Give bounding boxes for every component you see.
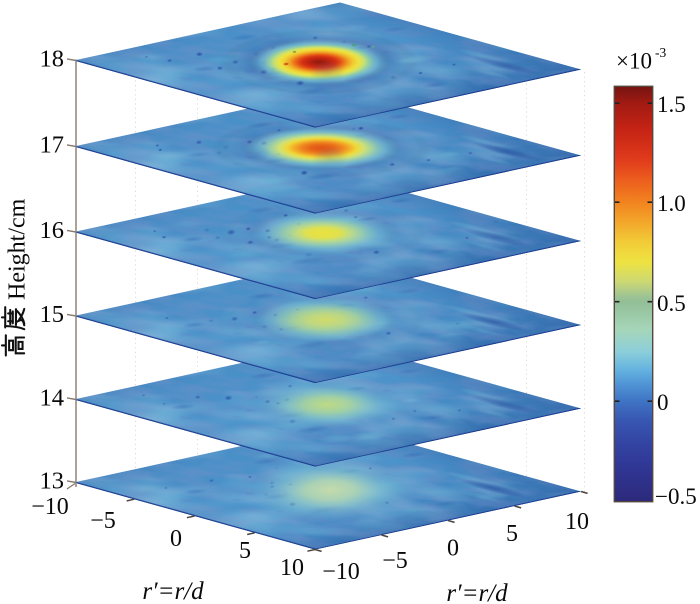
svg-text:0.5: 0.5 [657, 291, 686, 316]
svg-text:−5: −5 [382, 548, 408, 574]
svg-text:16: 16 [40, 217, 65, 244]
svg-text:14: 14 [40, 385, 65, 412]
svg-text:18: 18 [40, 46, 65, 73]
svg-text:-3: -3 [655, 45, 666, 60]
svg-text:Height/cm: Height/cm [5, 198, 31, 300]
svg-text:1.0: 1.0 [657, 191, 686, 216]
svg-text:0: 0 [657, 390, 669, 415]
svg-text:17: 17 [40, 132, 65, 159]
svg-text:15: 15 [40, 301, 65, 328]
svg-text:0: 0 [170, 526, 182, 552]
svg-text:5: 5 [506, 521, 518, 547]
svg-text:10: 10 [280, 555, 304, 581]
svg-text:−10: −10 [322, 559, 360, 585]
svg-text:−5: −5 [90, 508, 116, 534]
svg-text:−10: −10 [31, 494, 69, 520]
svg-text:r′=r/d: r′=r/d [446, 580, 508, 604]
svg-text:r′=r/d: r′=r/d [142, 578, 204, 604]
svg-text:10: 10 [565, 509, 589, 535]
svg-text:1.5: 1.5 [657, 92, 686, 117]
svg-text:13: 13 [40, 468, 65, 495]
svg-text:0: 0 [447, 536, 459, 562]
svg-text:5: 5 [239, 538, 251, 564]
svg-text:×10: ×10 [616, 49, 652, 74]
svg-text:−0.5: −0.5 [655, 484, 697, 509]
